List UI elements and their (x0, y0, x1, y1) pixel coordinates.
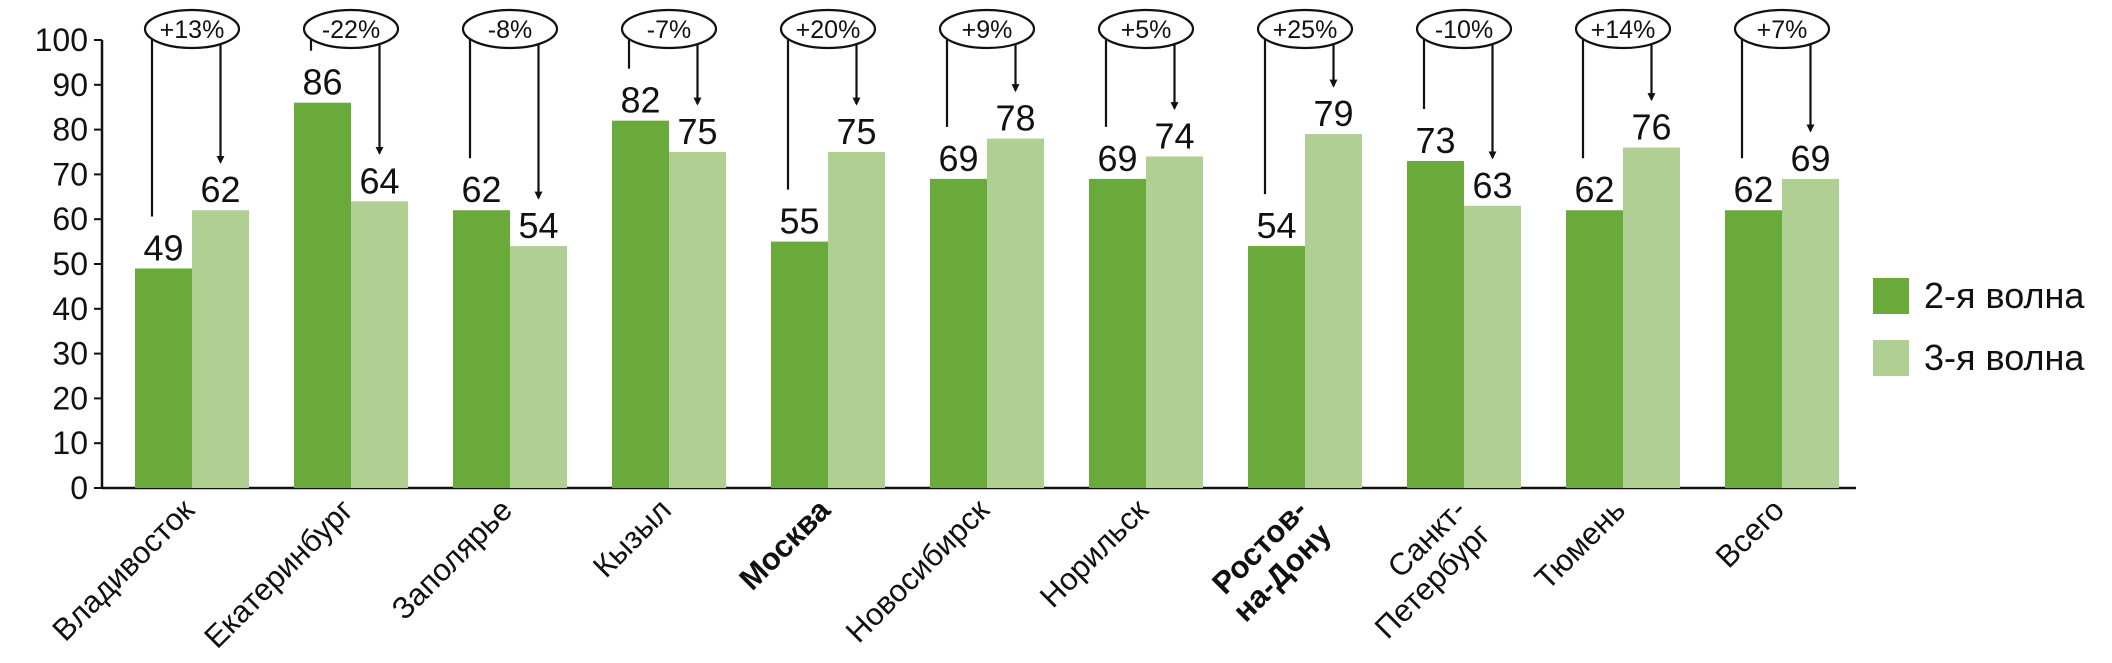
bar-series-2 (351, 201, 408, 488)
bar-series-1 (453, 210, 510, 489)
bar-series-1 (135, 268, 192, 488)
legend-label: 2-я волна (1924, 275, 2085, 316)
legend-label: 3-я волна (1924, 337, 2085, 378)
change-badge (1097, 8, 1195, 50)
change-badge (620, 8, 718, 50)
bar-series-2 (1464, 205, 1521, 488)
change-badge (1574, 8, 1672, 50)
bar-value-label: 79 (1313, 93, 1353, 134)
y-tick-label: 10 (52, 425, 88, 461)
change-label: +9% (962, 16, 1013, 44)
bar-value-label: 69 (1790, 138, 1830, 179)
x-category-label: Новосибирск (839, 492, 996, 649)
bar-series-2 (669, 152, 726, 488)
y-tick-label: 90 (52, 67, 88, 103)
bar-series-2 (1305, 134, 1362, 488)
bar-series-1 (771, 241, 828, 488)
change-badge (1256, 8, 1354, 50)
change-annotations: +13% -22% -8% -7% +20% +9% +5% +25% -10% +14% +7% (143, 8, 1831, 217)
change-label: +25% (1273, 16, 1338, 44)
bar-series-1 (1089, 178, 1146, 488)
bar-value-label: 62 (461, 169, 501, 210)
bar-series-2 (192, 210, 249, 489)
x-category-label: Владивосток (45, 492, 201, 648)
change-badge (779, 8, 877, 50)
change-label: -22% (322, 16, 380, 44)
change-badge (938, 8, 1036, 50)
legend-swatch (1873, 340, 1909, 376)
change-label: -10% (1435, 16, 1493, 44)
y-tick-label: 30 (52, 336, 88, 372)
change-badge (1415, 8, 1513, 50)
bar-value-label: 62 (1574, 169, 1614, 210)
bar-value-label: 78 (995, 98, 1035, 139)
y-tick-label: 0 (70, 470, 88, 506)
bar-value-label: 75 (677, 111, 717, 152)
change-badge (143, 8, 241, 50)
bar-value-label: 62 (1733, 169, 1773, 210)
bar-series-2 (510, 246, 567, 488)
bar-value-label: 49 (143, 227, 183, 268)
bar-value-label: 76 (1631, 107, 1671, 148)
y-tick-label: 60 (52, 201, 88, 237)
bar-value-label: 54 (518, 205, 558, 246)
y-tick-label: 100 (35, 22, 88, 58)
bar-series-1 (1407, 160, 1464, 488)
y-tick-label: 80 (52, 112, 88, 148)
bar-series-1 (612, 120, 669, 488)
x-category-label: Всего (1709, 492, 1791, 574)
bar-series-2 (1146, 156, 1203, 489)
x-category-label: Санкт-Петербург (1344, 492, 1497, 645)
bar-value-label: 55 (779, 201, 819, 242)
x-category-label: Ростов-на-Дону (1202, 492, 1339, 629)
bar-series-2 (1623, 147, 1680, 488)
y-tick-label: 20 (52, 380, 88, 416)
bar-value-label: 86 (302, 62, 342, 103)
change-badge (302, 8, 400, 50)
bar-series-1 (1725, 210, 1782, 489)
x-category-label: Екатеринбург (197, 492, 360, 655)
y-tick-label: 70 (52, 156, 88, 192)
change-label: -7% (647, 16, 691, 44)
change-label: +13% (160, 16, 225, 44)
bar-value-label: 74 (1154, 115, 1194, 156)
bar-value-label: 63 (1472, 165, 1512, 206)
legend-swatch (1873, 278, 1909, 314)
bar-value-label: 62 (200, 169, 240, 210)
y-tick-label: 50 (52, 246, 88, 282)
x-category-label: Кызыл (586, 492, 678, 584)
x-category-label: Норильск (1033, 492, 1155, 614)
bar-series-2 (828, 152, 885, 488)
bars (135, 102, 1839, 489)
x-category-label: Тюмень (1528, 492, 1632, 596)
change-label: +14% (1591, 16, 1656, 44)
bar-series-1 (294, 102, 351, 488)
change-badge (461, 8, 559, 50)
legend: 2-я волна 3-я волна (1873, 275, 2085, 378)
bar-series-1 (1248, 246, 1305, 488)
change-label: +20% (796, 16, 861, 44)
bar-value-label: 69 (1097, 138, 1137, 179)
x-category-label: Заполярье (385, 492, 519, 626)
bar-series-2 (1782, 178, 1839, 488)
bar-value-label: 54 (1256, 205, 1296, 246)
bar-series-1 (1566, 210, 1623, 489)
change-label: +5% (1121, 16, 1172, 44)
change-label: -8% (488, 16, 532, 44)
y-tick-label: 40 (52, 291, 88, 327)
bar-series-2 (987, 138, 1044, 488)
bar-value-label: 64 (359, 160, 399, 201)
x-category-label: Москва (732, 492, 837, 597)
bar-series-1 (930, 178, 987, 488)
data-labels: 49 62 86 64 62 54 82 75 55 75 69 78 69 74 54 79 73 63 62 76… (143, 62, 1830, 269)
change-badge (1733, 8, 1831, 50)
bar-value-label: 75 (836, 111, 876, 152)
bar-value-label: 82 (620, 80, 660, 121)
bar-value-label: 69 (938, 138, 978, 179)
bar-value-label: 73 (1415, 120, 1455, 161)
change-label: +7% (1757, 16, 1808, 44)
